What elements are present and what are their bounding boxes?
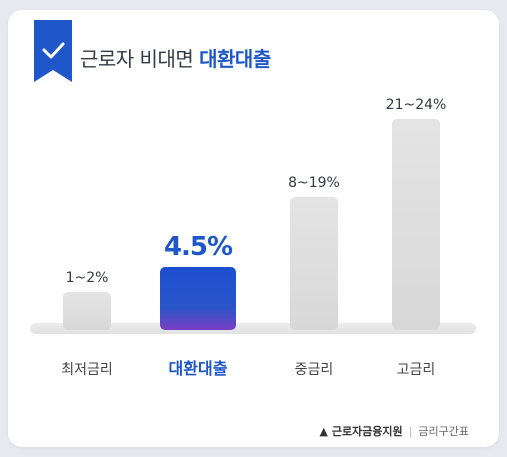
page-title: 근로자 비대면 대환대출 [80,43,271,72]
title-highlight: 대환대출 [199,47,271,71]
bar-chart: 1~2% 최저금리 4.5% 대환대출 8~19% 중금리 21~24% 고금리 [30,97,476,378]
value-label-2: 4.5% [164,232,233,262]
chart-baseline [30,323,476,334]
value-label-4: 21~24% [386,97,447,113]
check-ribbon-icon [34,20,72,82]
source-footer: ▲ 근로자금융지원 | 금리구간표 [320,423,469,439]
bar-1 [63,292,111,330]
value-label-1: 1~2% [66,270,109,286]
footer-note: 금리구간표 [418,425,469,438]
source-label: ▲ 근로자금융지원 [319,425,403,438]
category-label-3: 중금리 [295,362,334,378]
bar-2 [160,267,236,330]
category-label-1: 최저금리 [61,362,113,378]
bar-3 [290,197,338,330]
value-label-3: 8~19% [288,175,340,191]
category-label-4: 고금리 [397,362,436,378]
category-label-2: 대환대출 [169,359,228,378]
bar-4 [392,119,440,330]
footer-separator: | [408,425,413,438]
title-prefix: 근로자 비대면 [80,47,194,71]
chart-card: 근로자 비대면 대환대출 1~2% 최저금리 4.5% 대환대출 8~19% 중금리 21~… [8,10,499,447]
